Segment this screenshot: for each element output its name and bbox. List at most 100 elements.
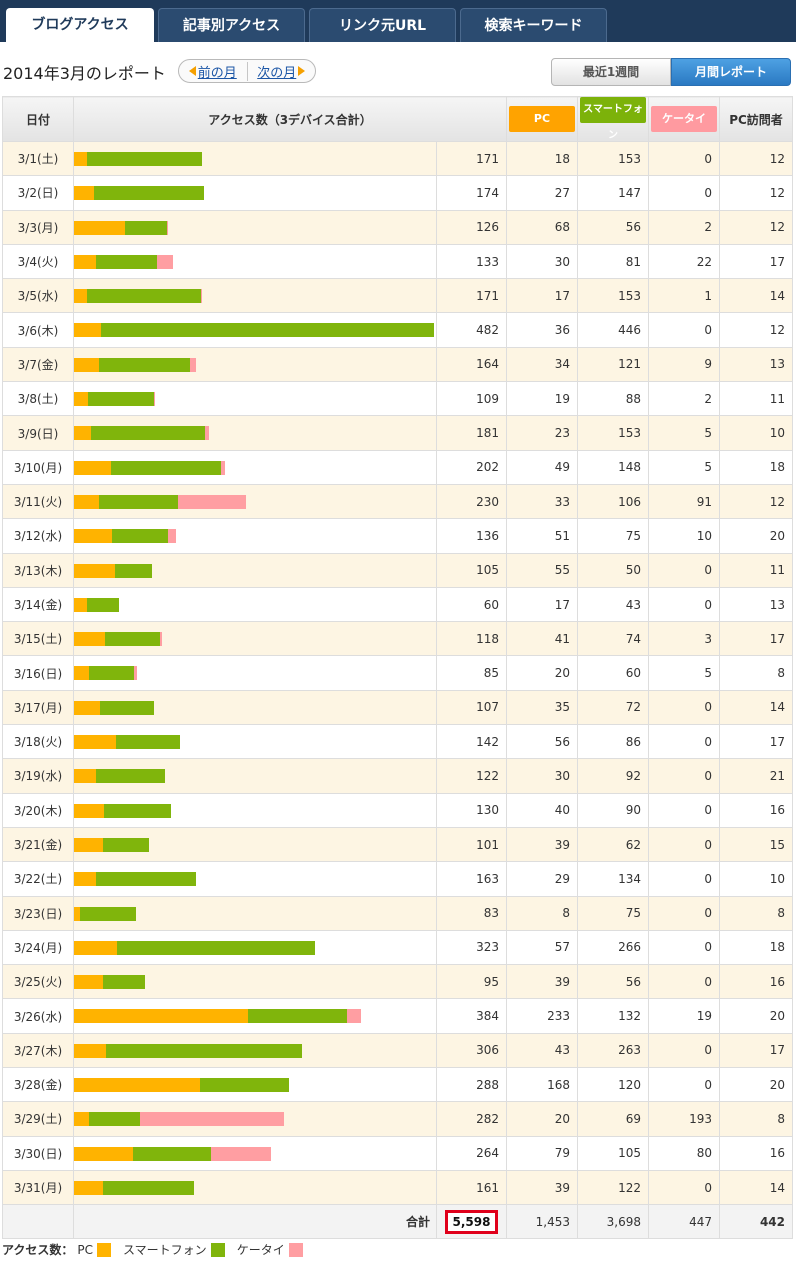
tab-search-keyword[interactable]: 検索キーワード	[460, 8, 607, 42]
arrow-right-icon	[298, 66, 306, 76]
row-total: 171	[436, 278, 507, 314]
bar-segment-pc	[74, 837, 104, 852]
stacked-access-bar	[74, 529, 176, 544]
row-date: 3/13(木)	[2, 552, 74, 588]
bar-segment-smartphone	[133, 1146, 212, 1161]
header-pc: PC	[506, 96, 578, 142]
recent-week-button[interactable]: 最近1週間	[551, 58, 671, 86]
bar-segment-pc	[74, 735, 116, 750]
stacked-access-bar	[74, 460, 225, 475]
row-keitai: 0	[648, 1032, 720, 1069]
row-date: 3/27(木)	[2, 1032, 74, 1069]
stacked-access-bar	[74, 769, 166, 784]
row-pc-visitors: 20	[719, 1067, 793, 1103]
tab-article-access[interactable]: 記事別アクセス	[158, 8, 305, 42]
row-smartphone: 153	[577, 140, 649, 177]
bar-segment-smartphone	[103, 837, 150, 852]
row-date: 3/9(日)	[2, 415, 74, 451]
stacked-access-bar	[74, 632, 163, 647]
row-pc: 30	[506, 243, 578, 280]
table-row: 3/8(土) 109 19 88 2 11	[2, 381, 793, 417]
row-keitai: 0	[648, 964, 720, 1000]
legend-kt-swatch	[288, 1242, 303, 1257]
row-pc-visitors: 13	[719, 586, 793, 623]
row-keitai: 0	[648, 140, 720, 177]
bar-segment-pc	[74, 494, 99, 509]
bar-segment-pc	[74, 392, 89, 407]
row-access-bar-cell	[73, 964, 437, 1000]
next-month-link[interactable]: 次の月	[257, 65, 297, 81]
bar-segment-pc	[74, 529, 113, 544]
row-total: 126	[436, 209, 507, 245]
totals-pc-visitors: 442	[719, 1204, 793, 1240]
prev-month-link[interactable]: 前の月	[197, 65, 237, 81]
bar-segment-smartphone	[248, 1009, 347, 1024]
row-access-bar-cell	[73, 415, 437, 451]
row-total: 142	[436, 724, 507, 760]
row-total: 181	[436, 415, 507, 451]
tab-referrer-url[interactable]: リンク元URL	[309, 8, 456, 42]
row-date: 3/17(月)	[2, 689, 74, 726]
row-pc-visitors: 15	[719, 826, 793, 863]
bar-segment-pc	[74, 289, 87, 304]
row-smartphone: 60	[577, 655, 649, 691]
row-smartphone: 120	[577, 1067, 649, 1103]
row-date: 3/10(月)	[2, 449, 74, 485]
row-pc-visitors: 17	[719, 621, 793, 657]
row-date: 3/24(月)	[2, 929, 74, 966]
totals-row: 合計 5,598 1,453 3,698 447 442	[2, 1204, 793, 1240]
row-date: 3/4(火)	[2, 243, 74, 280]
row-keitai: 10	[648, 518, 720, 554]
bar-segment-smartphone	[95, 872, 196, 887]
row-total: 230	[436, 483, 507, 520]
row-pc-visitors: 17	[719, 1032, 793, 1069]
row-total: 85	[436, 655, 507, 691]
row-pc: 51	[506, 518, 578, 554]
prev-month-button[interactable]: 前の月	[179, 62, 247, 81]
row-pc: 57	[506, 929, 578, 966]
bar-segment-smartphone	[100, 323, 434, 338]
table-row: 3/27(木) 306 43 263 0 17	[2, 1032, 793, 1069]
bar-segment-smartphone	[86, 597, 119, 612]
bar-segment-pc	[74, 1043, 107, 1058]
bar-segment-smartphone	[103, 1180, 195, 1195]
row-keitai: 0	[648, 826, 720, 863]
smartphone-badge: スマートフォン	[580, 97, 646, 141]
row-total: 282	[436, 1101, 507, 1137]
bar-segment-smartphone	[104, 632, 160, 647]
row-pc: 34	[506, 346, 578, 383]
table-row: 3/21(金) 101 39 62 0 15	[2, 826, 793, 863]
next-month-button[interactable]: 次の月	[246, 61, 316, 81]
row-smartphone: 446	[577, 312, 649, 348]
table-row: 3/26(水) 384 233 132 19 20	[2, 998, 793, 1034]
row-keitai: 0	[648, 312, 720, 348]
row-keitai: 5	[648, 449, 720, 485]
bar-segment-keitai	[153, 392, 156, 407]
row-keitai: 80	[648, 1135, 720, 1171]
tab-blog-access[interactable]: ブログアクセス	[6, 8, 154, 42]
row-keitai: 22	[648, 243, 720, 280]
bar-segment-smartphone	[88, 1112, 141, 1127]
row-pc-visitors: 20	[719, 518, 793, 554]
table-row: 3/20(木) 130 40 90 0 16	[2, 792, 793, 828]
header-keitai: ケータイ	[648, 96, 720, 142]
bar-segment-pc	[74, 186, 95, 201]
stacked-access-bar	[74, 1009, 361, 1024]
monthly-report-button[interactable]: 月間レポート	[671, 58, 791, 86]
row-date: 3/7(金)	[2, 346, 74, 383]
row-pc-visitors: 13	[719, 346, 793, 383]
table-row: 3/30(日) 264 79 105 80 16	[2, 1135, 793, 1171]
stacked-access-bar	[74, 563, 153, 578]
row-smartphone: 153	[577, 278, 649, 314]
row-smartphone: 263	[577, 1032, 649, 1069]
tab-bar: ブログアクセス 記事別アクセス リンク元URL 検索キーワード	[0, 0, 796, 42]
row-date: 3/8(土)	[2, 381, 74, 417]
row-smartphone: 43	[577, 586, 649, 623]
bar-segment-smartphone	[88, 392, 154, 407]
row-date: 3/5(水)	[2, 278, 74, 314]
totals-label: 合計	[73, 1204, 437, 1240]
row-smartphone: 92	[577, 758, 649, 794]
row-access-bar-cell	[73, 381, 437, 417]
row-total: 163	[436, 861, 507, 897]
bar-segment-keitai	[211, 1146, 272, 1161]
